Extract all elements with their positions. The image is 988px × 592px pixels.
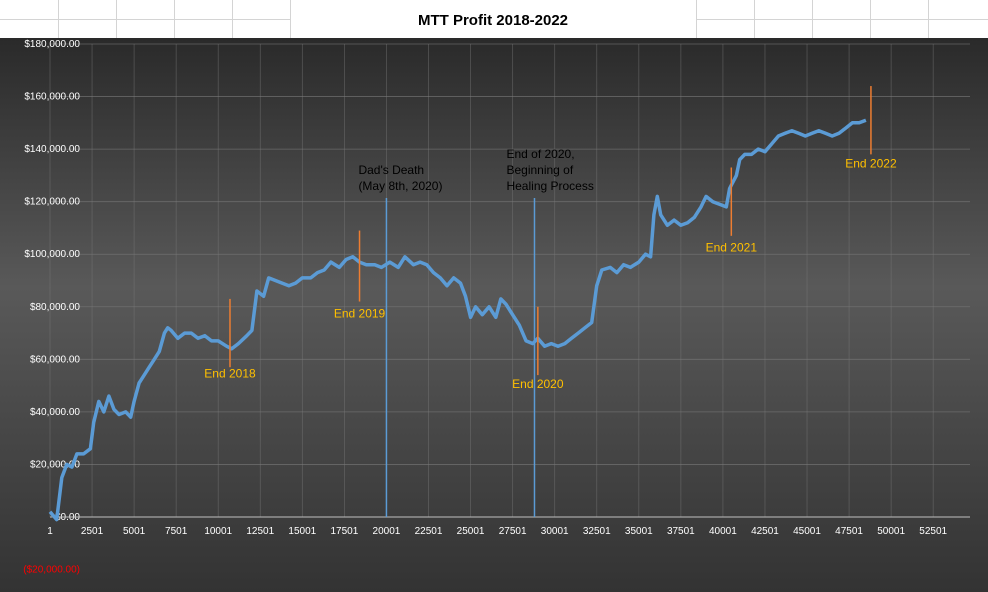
x-tick-label: 20001 — [373, 526, 401, 537]
x-tick-label: 1 — [47, 526, 53, 537]
spreadsheet-grid-header: MTT Profit 2018-2022 — [0, 0, 988, 38]
x-tick-label: 12501 — [246, 526, 274, 537]
x-tick-label: 52501 — [919, 526, 947, 537]
line-chart: $180,000.00 $160,000.00 $140,000.00 $120,00… — [0, 38, 988, 592]
x-tick-label: 37501 — [667, 526, 695, 537]
series-layer — [48, 118, 867, 522]
x-tick-label: 42501 — [751, 526, 779, 537]
gridlines — [49, 43, 970, 518]
x-tick-label: 5001 — [123, 526, 146, 537]
year-end-label: End 2022 — [845, 157, 897, 171]
x-tick-label: 15001 — [288, 526, 316, 537]
event-label: (May 8th, 2020) — [358, 179, 442, 193]
x-tick-label: 50001 — [877, 526, 905, 537]
x-tick-label: 32501 — [583, 526, 611, 537]
x-tick-label: 10001 — [204, 526, 232, 537]
profit-series-line — [48, 118, 867, 522]
x-tick-label: 45001 — [793, 526, 821, 537]
chart-title: MTT Profit 2018-2022 — [418, 12, 568, 29]
year-end-label: End 2021 — [706, 241, 758, 255]
y-tick-label: $40,000.00 — [30, 407, 80, 418]
event-label: Beginning of — [506, 163, 573, 177]
y-tick-label: $80,000.00 — [30, 302, 80, 313]
y-axis: $180,000.00 $160,000.00 $140,000.00 $120,00… — [23, 39, 80, 576]
event-label: Dad's Death — [358, 163, 424, 177]
y-tick-label: $100,000.00 — [24, 249, 80, 260]
event-label: End of 2020, — [506, 147, 574, 161]
x-tick-label: 27501 — [499, 526, 527, 537]
y-tick-label: $20,000.00 — [30, 459, 80, 470]
x-tick-label: 47501 — [835, 526, 863, 537]
x-tick-label: 17501 — [330, 526, 358, 537]
year-end-label: End 2020 — [512, 377, 564, 391]
year-end-label: End 2019 — [334, 306, 386, 320]
event-markers: Dad's Death (May 8th, 2020) End of 2020, Be… — [358, 147, 594, 517]
x-tick-label: 22501 — [415, 526, 443, 537]
x-tick-label: 2501 — [81, 526, 104, 537]
year-end-markers: End 2018 End 2019 End 2020 End 2021 End 2022 — [204, 86, 897, 391]
x-tick-label: 30001 — [541, 526, 569, 537]
event-label: Healing Process — [506, 179, 593, 193]
year-end-label: End 2018 — [204, 367, 256, 381]
y-tick-label: $180,000.00 — [24, 39, 80, 50]
y-tick-label: $160,000.00 — [24, 92, 80, 103]
x-tick-label: 25001 — [457, 526, 485, 537]
y-tick-label: $120,000.00 — [24, 197, 80, 208]
y-tick-label: $60,000.00 — [30, 354, 80, 365]
x-tick-label: 35001 — [625, 526, 653, 537]
y-tick-label: ($20,000.00) — [23, 565, 80, 576]
x-tick-label: 40001 — [709, 526, 737, 537]
x-tick-label: 7501 — [165, 526, 188, 537]
y-tick-label: $140,000.00 — [24, 144, 80, 155]
x-axis: 1 2501 5001 7501 10001 12501 15001 17501 20001 22… — [47, 516, 970, 537]
